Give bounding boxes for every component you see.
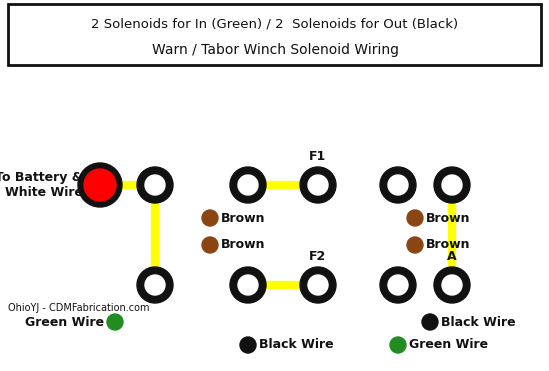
Circle shape: [308, 175, 328, 195]
Circle shape: [230, 267, 266, 303]
Text: Brown: Brown: [221, 239, 266, 252]
Text: 2 Solenoids for In (Green) / 2  Solenoids for Out (Black): 2 Solenoids for In (Green) / 2 Solenoids…: [92, 17, 458, 30]
Circle shape: [202, 210, 218, 226]
Circle shape: [84, 169, 116, 201]
Circle shape: [407, 237, 423, 253]
Circle shape: [145, 275, 165, 295]
Circle shape: [78, 163, 122, 207]
Circle shape: [137, 267, 173, 303]
Text: F1: F1: [310, 150, 327, 163]
Circle shape: [380, 267, 416, 303]
Circle shape: [137, 167, 173, 203]
Circle shape: [380, 167, 416, 203]
Circle shape: [390, 337, 406, 353]
Circle shape: [240, 337, 256, 353]
Circle shape: [422, 314, 438, 330]
Circle shape: [202, 237, 218, 253]
Circle shape: [300, 167, 336, 203]
Circle shape: [442, 175, 462, 195]
Circle shape: [308, 275, 328, 295]
Circle shape: [388, 175, 408, 195]
Text: Warn / Tabor Winch Solenoid Wiring: Warn / Tabor Winch Solenoid Wiring: [152, 43, 399, 57]
Text: Black Wire: Black Wire: [259, 338, 334, 351]
Circle shape: [230, 167, 266, 203]
Circle shape: [145, 175, 165, 195]
Text: Brown: Brown: [221, 211, 266, 224]
Circle shape: [434, 267, 470, 303]
Circle shape: [238, 275, 258, 295]
Circle shape: [300, 267, 336, 303]
Circle shape: [407, 210, 423, 226]
FancyBboxPatch shape: [8, 4, 541, 65]
Text: F2: F2: [310, 250, 327, 263]
Text: Brown: Brown: [426, 239, 470, 252]
Text: Green Wire: Green Wire: [409, 338, 488, 351]
Text: Black Wire: Black Wire: [441, 315, 516, 328]
Circle shape: [107, 314, 123, 330]
Circle shape: [442, 275, 462, 295]
Text: Green Wire: Green Wire: [25, 315, 104, 328]
Circle shape: [388, 275, 408, 295]
Text: A: A: [447, 250, 457, 263]
Circle shape: [434, 167, 470, 203]
Circle shape: [238, 175, 258, 195]
Text: Brown: Brown: [426, 211, 470, 224]
Text: To Battery &
White Wire: To Battery & White Wire: [0, 171, 83, 199]
Text: OhioYJ - CDMFabrication.com: OhioYJ - CDMFabrication.com: [8, 303, 149, 313]
